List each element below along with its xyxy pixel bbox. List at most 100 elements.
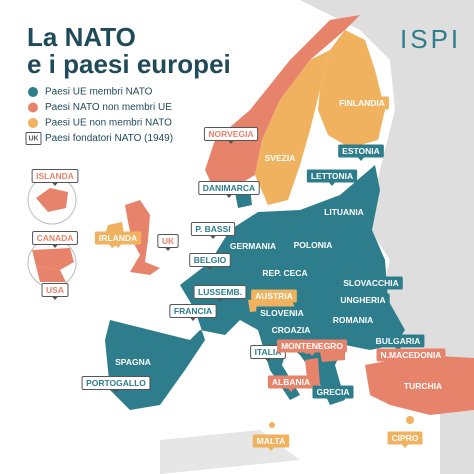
label-pointer — [52, 296, 58, 300]
label-text: ISLANDA — [36, 171, 74, 181]
label-pointer — [341, 218, 347, 222]
label-pointer — [420, 392, 426, 396]
country-label: CANADA — [32, 231, 78, 248]
label-text: AUSTRIA — [255, 291, 293, 301]
country-label: P. BASSI — [190, 222, 236, 239]
label-pointer — [265, 358, 271, 362]
label-pointer — [226, 194, 232, 198]
label-box — [336, 293, 390, 307]
great-britain — [125, 200, 160, 275]
country-label: UK — [157, 234, 179, 251]
country-labels: NORVEGIA SVEZIA FINLANDIA ESTONIA LETTONIA LI… — [31, 96, 447, 451]
label-pointer — [350, 326, 356, 330]
label-box — [335, 96, 389, 110]
label-text: LITUANIA — [324, 207, 364, 217]
country-label: MALTA — [252, 434, 290, 451]
label-box — [338, 144, 384, 158]
label-pointer — [113, 389, 119, 393]
legend-swatch — [28, 102, 38, 113]
label-text: CROAZIA — [272, 325, 311, 335]
label-pointer — [309, 352, 315, 356]
label-box — [267, 375, 315, 389]
label-text: LETTONIA — [311, 171, 353, 181]
label-pointer — [271, 302, 277, 306]
country-label: ALBANIA — [267, 375, 315, 392]
label-text: SPAGNA — [115, 357, 151, 367]
sweden — [255, 50, 330, 205]
label-text: ESTONIA — [342, 146, 380, 156]
legend-label: Paesi NATO non membri UE — [45, 102, 172, 113]
label-text: SLOVACCHIA — [343, 278, 399, 288]
label-box — [320, 205, 368, 219]
label-text: FRANCIA — [174, 306, 212, 316]
label-text: POLONIA — [294, 240, 333, 250]
label-text: MALTA — [257, 436, 285, 446]
label-pointer — [228, 140, 234, 144]
label-box — [399, 379, 447, 393]
label-pointer — [330, 398, 336, 402]
label-pointer — [130, 368, 136, 372]
label-pointer — [52, 244, 58, 248]
label-text: CIPRO — [392, 433, 419, 443]
label-text: REP. CECA — [262, 268, 307, 278]
label-box — [260, 151, 300, 165]
label-text: FINLANDIA — [339, 98, 385, 108]
label-text: BULGARIA — [376, 336, 421, 346]
label-pointer — [52, 182, 58, 186]
label-box — [251, 289, 297, 303]
country-label: ISLANDA — [31, 169, 79, 186]
label-pointer — [115, 244, 121, 248]
label-box — [258, 266, 312, 280]
label-pointer — [279, 319, 285, 323]
iceland — [36, 188, 68, 212]
label-pointer — [282, 279, 288, 283]
country-label: MONTENEGRO — [277, 339, 347, 356]
label-pointer — [190, 317, 196, 321]
title-line: La NATO — [27, 22, 136, 52]
label-pointer — [217, 298, 223, 302]
label-box — [376, 348, 446, 362]
legend-badge: UK — [28, 135, 38, 142]
label-box — [267, 323, 315, 337]
label-text: PORTOGALLO — [86, 378, 146, 388]
label-box — [289, 238, 337, 252]
legend-swatch — [28, 118, 38, 128]
label-text: NORVEGIA — [208, 129, 253, 139]
country-label: POLONIA — [289, 238, 337, 255]
country-label: SLOVACCHIA — [339, 276, 403, 293]
country-label: N.MACEDONIA — [376, 348, 446, 365]
country-label: GERMANIA — [225, 239, 281, 256]
label-pointer — [310, 251, 316, 255]
country-label: BELGIO — [189, 253, 231, 270]
label-pointer — [288, 336, 294, 340]
country-label: USA — [41, 283, 69, 300]
country-label: SPAGNA — [111, 355, 155, 372]
country-label: CIPRO — [387, 431, 423, 448]
north-macedonia — [320, 350, 345, 362]
label-text: TURCHIA — [404, 381, 442, 391]
label-box — [306, 169, 358, 183]
label-box — [371, 334, 425, 348]
legend-label: Paesi fondatori NATO (1949) — [45, 133, 173, 144]
label-text: MONTENEGRO — [281, 341, 343, 351]
usa — [36, 266, 66, 282]
country-label: FINLANDIA — [335, 96, 389, 113]
label-pointer — [359, 109, 365, 113]
label-pointer — [165, 247, 171, 251]
country-label: SLOVENIA — [256, 306, 308, 323]
country-label: UNGHERIA — [336, 293, 390, 310]
label-box — [225, 239, 281, 253]
country-label: ESTONIA — [338, 144, 384, 161]
label-text: N.MACEDONIA — [381, 350, 442, 360]
title-line: e i paesi europei — [27, 49, 231, 79]
legend: Paesi UE membri NATO Paesi NATO non membr… — [25, 87, 173, 145]
label-box — [312, 385, 354, 399]
cyprus — [406, 416, 414, 424]
label-pointer — [268, 447, 274, 451]
label-pointer — [329, 182, 335, 186]
country-label: SVEZIA — [260, 151, 300, 168]
logo: ISPI — [400, 24, 461, 54]
country-label: FRANCIA — [169, 304, 217, 321]
country-label: DANIMARCA — [198, 181, 260, 198]
label-box — [277, 339, 347, 353]
